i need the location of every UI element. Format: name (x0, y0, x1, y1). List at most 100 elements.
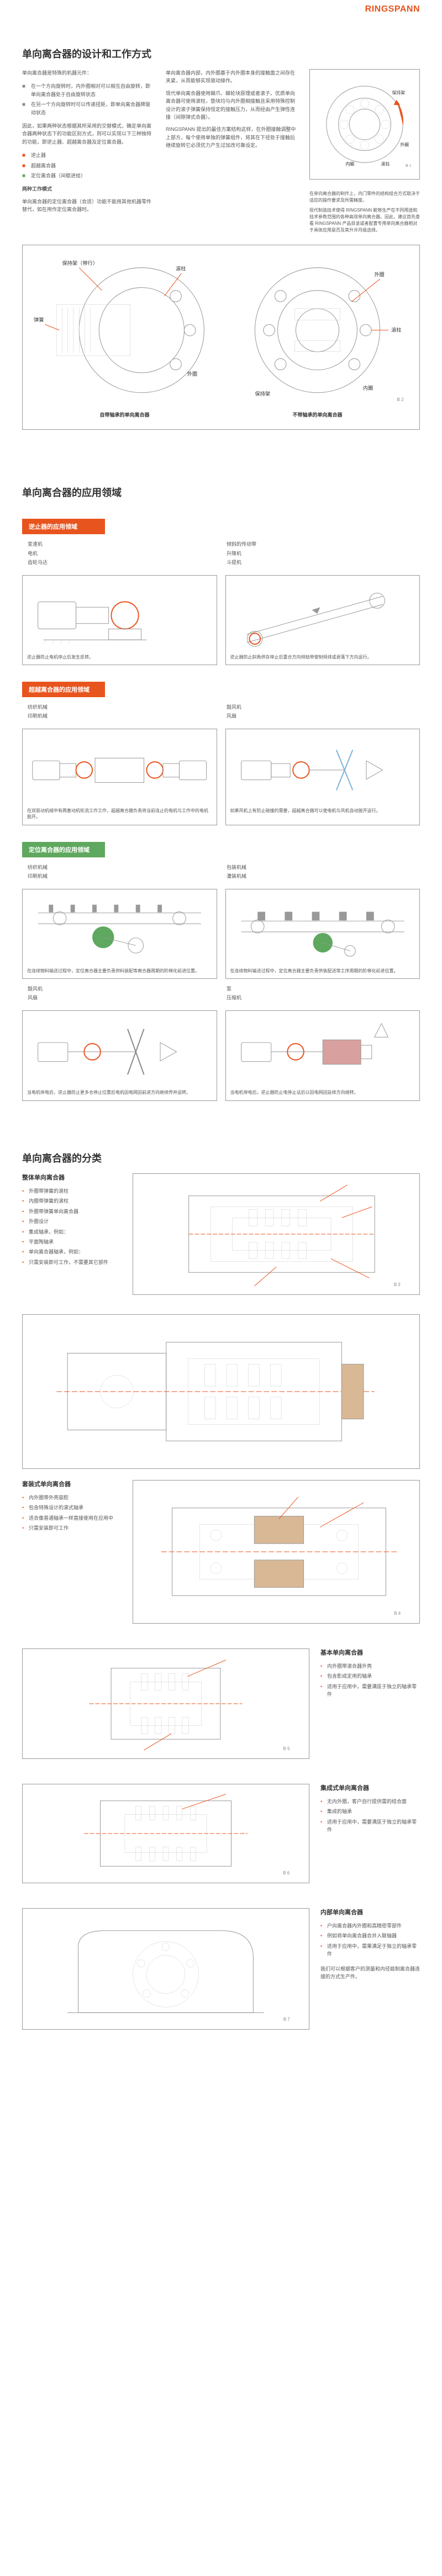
overrun-fig-right: 如果风机上有防止碰撞的需要，超越离合器可以使电机与风机自动脱开运行。 (225, 729, 420, 825)
modes-title: 两种工作模式 (22, 185, 155, 193)
classify-integrated: B 6 集成式单向离合器 无内外圈，客户自行提供需的结合面 集成的轴承 适用于应… (22, 1784, 420, 1894)
backstop-bar: 逆止器的应用领域 (22, 519, 105, 534)
svg-text:保持架: 保持架 (255, 391, 270, 397)
clutch-with-bearing-diagram: 保持架（带行） 弹簧 滚柱 外圈 (34, 256, 215, 404)
overrun-bar: 超越离合器的应用领域 (22, 682, 105, 697)
svg-text:外圈: 外圈 (400, 142, 409, 147)
indexing-bar: 定位离合器的应用领域 (22, 842, 105, 857)
backstop-fig-right: 逆止器防止斜角供存停止后重合方向倾劫带使制倾排或退落下方向运行。 (225, 575, 420, 665)
pump-backstop-diagram (230, 1015, 415, 1086)
section-design: 单向离合器的设计和工作方式 单向离合器是特殊的机器元件： 在一个方向旋转时，内外… (0, 19, 442, 457)
indexing-fig2-left: 当电机停电后，逆止器防止更多仓停止位置后电机因电网因前进方向继续传并运转。 (22, 1010, 217, 1100)
svg-text:B 3: B 3 (394, 1282, 401, 1287)
svg-text:滚柱: 滚柱 (391, 327, 402, 333)
mode-bullet-1: 在一个方向旋转时，内外圈相对可以相互自由旋转，即单向离合器处于自由旋转状态 (22, 82, 155, 98)
section-classification: 单向离合器的分类 整体单向离合器 外圈带弹簧的滚柱 内圈带弹簧的滚柱 外圈带弹簧… (0, 1123, 442, 2071)
para2: 因此，如果两种状态根据其所采用的交替模式，确定单向离合器两种状态下的功能区别方式… (22, 122, 155, 146)
basic-fig: B 5 (22, 1648, 309, 1759)
fig-b2-left-caption: 自带轴承的单向离合器 (34, 411, 215, 418)
indexing-right: 包装机械 灌装机械 (221, 863, 420, 881)
complete-fig: B 3 (133, 1173, 420, 1295)
fig-b2-right: 外圈 滚柱 内圈 保持架 B 2 不带轴承的单向离合器 (227, 256, 408, 418)
c3p1: 在单向离合器的制作上，内门零件的结构组合方式取决于适应的操作要求及所需精度。 (309, 191, 420, 204)
fan-overrun-diagram (230, 734, 415, 804)
sec2-title: 单向离合器的应用领域 (22, 485, 420, 499)
svg-text:B 1: B 1 (406, 164, 412, 168)
indexing-cap-right: 在连续物料输送过程中，定位离合器主要负责供装配送等工序周期的阶梯化前进位置。 (230, 968, 415, 974)
svg-text:弹簧: 弹簧 (34, 317, 44, 323)
integrated-list: 无内外圈，客户自行提供需的结合面 集成的轴承 适用于应用中，需要满匡于独立的轴承… (320, 1798, 420, 1834)
indexing-cap2-left: 当电机停电后，逆止器防止更多仓停止位置后电机因电网因前进方向继续传并运转。 (27, 1089, 212, 1095)
dual-drive-diagram (27, 734, 212, 804)
integrated-clutch-diagram: B 6 (28, 1790, 303, 1877)
classify-assembled: 套装式单向离合器 内外圈带外壳容腔 包含特殊设计的滚式轴承 适合像普通轴承一样直… (22, 1480, 420, 1635)
backstop-cap-right: 逆止器防止斜角供存停止后重合方向倾劫带使制倾排或退落下方向运行。 (230, 654, 415, 660)
svg-text:B 7: B 7 (283, 2017, 290, 2022)
overrun-fig-left: 在双驱动机械中有两套动机轮流工作工作，超越离合器负责将当前连止的电机与工作中的电… (22, 729, 217, 825)
indexing-cap2-right: 当电机停电后，逆止器防止电停止话后以因电网因延续方向继转。 (230, 1089, 415, 1095)
assembled-title: 套装式单向离合器 (22, 1480, 122, 1490)
backstop-cap-left: 逆止器防止电机停止后发生反转。 (27, 654, 212, 660)
internal-text: 内部单向离合器 户向离合器内外圈和高精密零部件 例如将单向离合器合并入联轴器 适… (320, 1908, 420, 2041)
fig-b2-right-caption: 不带轴承的单向离合器 (227, 411, 408, 418)
assembled-list: 内外圈带外壳容腔 包含特殊设计的滚式轴承 适合像普通轴承一样直接使用在应用中 只… (22, 1494, 122, 1532)
complete-title: 整体单向离合器 (22, 1173, 122, 1183)
c3p2: 现代制造技术使得 RINGSPANN 能够生产在不同用途和技术参数范围的各种高效… (309, 207, 420, 234)
assembled-fig: B 4 (133, 1480, 420, 1624)
basic-title: 基本单向离合器 (320, 1648, 420, 1658)
indexing-fig-left: 在连续物料输送过程中，定位离合器主要负责供料装配等离合器周期的阶梯化前进位置。 (22, 889, 217, 979)
basic-text: 基本单向离合器 内外圈带滚合器外壳 包含影成定用的轴承 适用于应用中，需要满匡于… (320, 1648, 420, 1770)
intro-row: 单向离合器是特殊的机器元件： 在一个方向旋转时，内外圈相对可以相互自由旋转，即单… (22, 69, 420, 234)
internal-note: 我们可以根据客户的测量和内径能制离合器连接的方式生产件。 (320, 1965, 420, 1981)
complete-list: 外圈带弹簧的滚柱 内圈带弹簧的滚柱 外圈带弹簧单向离合器 外圈设计 集成轴承，例… (22, 1187, 122, 1266)
intro-col2: 单向离合器内部，内外圈基于内外圈本身的接触面之间存在夹紧，从而能够实现驱动操作。… (166, 69, 298, 234)
complete-text: 整体单向离合器 外圈带弹簧的滚柱 内圈带弹簧的滚柱 外圈带弹簧单向离合器 外圈设… (22, 1173, 122, 1306)
indexing-packaging-diagram (230, 894, 415, 965)
internal-fig: B 7 (22, 1908, 309, 2030)
fig-b2-container: 保持架（带行） 弹簧 滚柱 外圈 自带轴承的单向离合器 (22, 245, 420, 430)
assembled-clutch-diagram: B 4 (139, 1486, 414, 1618)
integrated-text: 集成式单向离合器 无内外圈，客户自行提供需的结合面 集成的轴承 适用于应用中，需… (320, 1784, 420, 1894)
classify-complete: 整体单向离合器 外圈带弹簧的滚柱 内圈带弹簧的滚柱 外圈带弹簧单向离合器 外圈设… (22, 1173, 420, 1306)
indexing-fig-right: 在连续物料输送过程中，定位离合器主要负责供装配送等工序周期的阶梯化前进位置。 (225, 889, 420, 979)
overrun-items: 纺织机械 印刷机械 鼓风机 风扇 (22, 703, 420, 720)
svg-text:保持架: 保持架 (392, 90, 405, 96)
fig-b2-row: 保持架（带行） 弹簧 滚柱 外圈 自带轴承的单向离合器 (34, 256, 408, 418)
overrun-left: 纺织机械 印刷机械 (22, 703, 221, 720)
backstop-right: 倾斜的传动带 升降机 斗提机 (221, 540, 420, 567)
overrun-figs: 在双驱动机械中有两套动机轮流工作工作，超越离合器负责将当前连止的电机与工作中的电… (22, 729, 420, 825)
indexing-figs-2: 当电机停电后，逆止器防止更多仓停止位置后电机因电网因前进方向继续传并运转。 当电… (22, 1010, 420, 1100)
intro-col1: 单向离合器是特殊的机器元件： 在一个方向旋转时，内外圈相对可以相互自由旋转，即单… (22, 69, 155, 234)
func-3: 定位离合器（间歇进给） (22, 172, 155, 180)
gearmotor-diagram (27, 580, 212, 651)
para-intro: 单向离合器是特殊的机器元件： (22, 69, 155, 77)
c2p2: 现代单向离合器使用棘爪、棘轮块原理或者滚子。优质单向离合器可使用滚柱，垫块均与内… (166, 89, 298, 122)
fig-b1: 保持架 外圈 内圈 滚柱 B 1 (309, 69, 420, 180)
backstop-fig-left: 逆止器防止电机停止后发生反转。 (22, 575, 217, 665)
internal-list: 户向离合器内外圈和高精密零部件 例如将单向离合器合并入联轴器 适用于应用中，需果… (320, 1922, 420, 1958)
complete-clutch-diagram: B 3 (139, 1179, 414, 1289)
overrun-cap-left: 在双驱动机械中有两套动机轮流工作工作，超越离合器负责将当前连止的电机与工作中的电… (27, 808, 212, 820)
complete-fig-large (22, 1314, 420, 1469)
svg-text:滚柱: 滚柱 (176, 266, 186, 272)
mode-bullets: 在一个方向旋转时，内外圈相对可以相互自由旋转，即单向离合器处于自由旋转状态 在另… (22, 82, 155, 117)
overrun-right: 鼓风机 风扇 (221, 703, 420, 720)
internal-clutch-diagram: B 7 (28, 1914, 303, 2024)
brand-logo: RINGSPANN (365, 4, 420, 14)
internal-title: 内部单向离合器 (320, 1908, 420, 1918)
svg-text:内圈: 内圈 (363, 385, 373, 391)
svg-text:外圈: 外圈 (374, 271, 385, 277)
c2p3: RINGSPANN 提出的最佳方案结构这样，在外圈接触调整中上部方，每个使用单独… (166, 125, 298, 149)
backstop-items: 变速机 电机 齿轮马达 倾斜的传动带 升降机 斗提机 (22, 540, 420, 567)
svg-text:B 6: B 6 (283, 1871, 290, 1876)
sec1-title: 单向离合器的设计和工作方式 (22, 46, 420, 61)
indexing-cap-left: 在连续物料输送过程中，定位离合器主要负责供料装配等离合器周期的阶梯化前进位置。 (27, 968, 212, 974)
integrated-title: 集成式单向离合器 (320, 1784, 420, 1794)
mode-bullet-2: 在另一个方向旋转时可以传递扭矩，即单向离合器牌驱动状态 (22, 101, 155, 117)
func-1: 逆止器 (22, 151, 155, 159)
indexing-left-2: 鼓风机 风扇 (22, 984, 221, 1002)
clutch-no-bearing-diagram: 外圈 滚柱 内圈 保持架 B 2 (227, 256, 408, 404)
assembled-text: 套装式单向离合器 内外圈带外壳容腔 包含特殊设计的滚式轴承 适合像普通轴承一样直… (22, 1480, 122, 1635)
svg-text:B 4: B 4 (394, 1611, 401, 1616)
indexing-left: 纺织机械 印刷机械 (22, 863, 221, 881)
